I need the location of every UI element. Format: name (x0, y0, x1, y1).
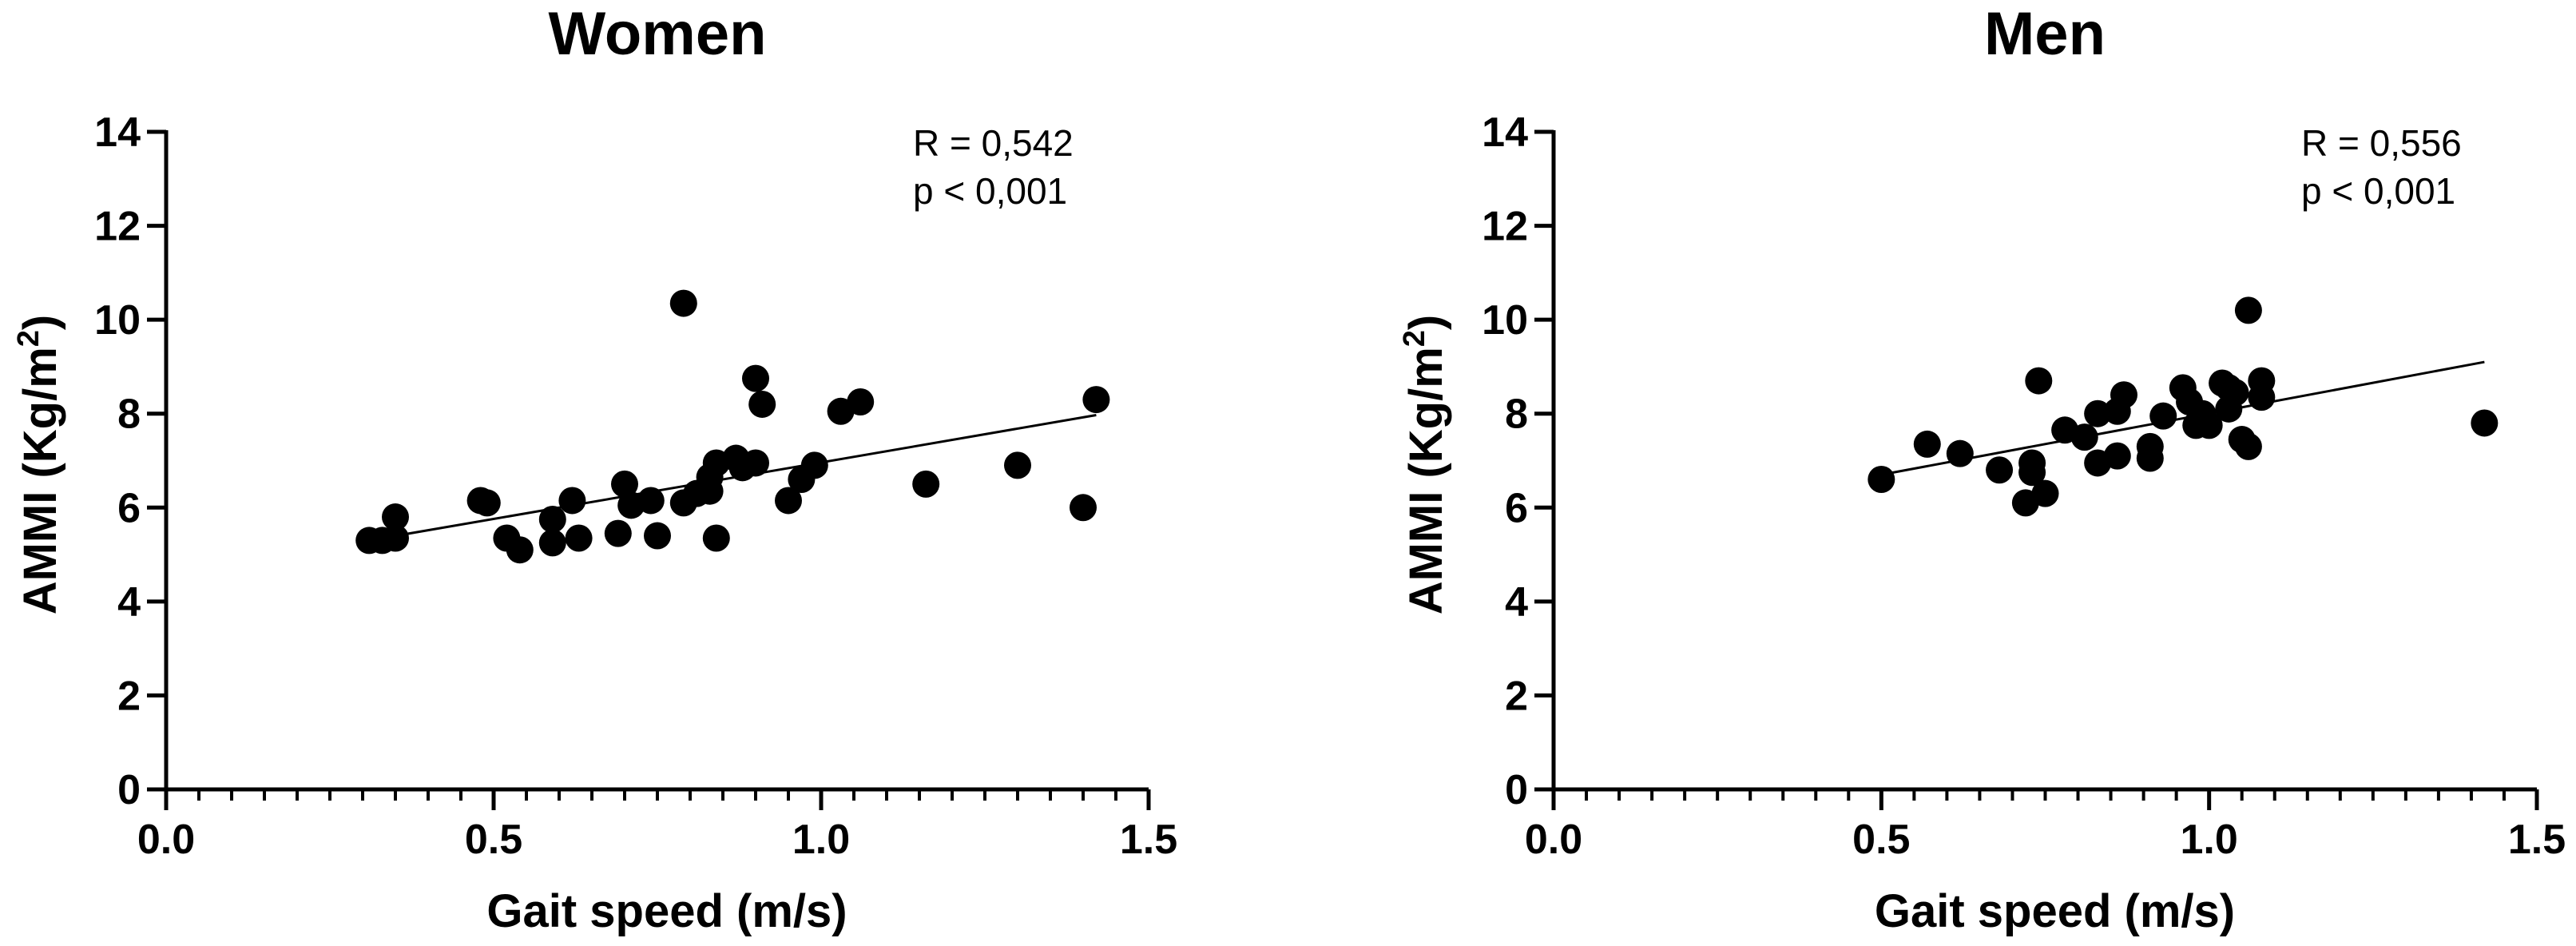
data-point (604, 519, 632, 547)
x-tick-label: 1.0 (2181, 817, 2238, 863)
y-axis-title-close: ) (1400, 315, 1452, 330)
data-point (473, 489, 501, 517)
data-point (644, 522, 671, 550)
y-tick-label: 4 (1505, 579, 1528, 626)
data-point (611, 470, 638, 498)
y-axis-title-close: ) (14, 315, 66, 330)
data-point (538, 505, 566, 533)
data-point (1913, 430, 1941, 458)
y-axis-title-main: AMMI (Kg/m (1400, 347, 1452, 614)
x-tick-label: 0.0 (137, 817, 195, 863)
y-axis-title-main: AMMI (Kg/m (14, 347, 66, 614)
data-point (1082, 386, 1110, 414)
x-tick-label: 1.5 (2508, 817, 2566, 863)
x-axis-title: Gait speed (m/s) (1875, 885, 2235, 937)
y-axis-title: AMMI (Kg/m2) (12, 315, 66, 615)
data-point (742, 364, 769, 392)
data-point (558, 487, 586, 515)
y-tick-label: 8 (1505, 392, 1528, 438)
annotation-p-value: p < 0,001 (913, 170, 1067, 212)
x-tick-label: 1.0 (792, 817, 850, 863)
data-point (2025, 367, 2053, 395)
data-point (1004, 451, 1031, 479)
y-tick-label: 10 (1482, 297, 1528, 344)
annotation-r-value: R = 0,556 (2301, 122, 2462, 164)
y-tick-label: 10 (94, 297, 141, 344)
y-tick-label: 0 (117, 767, 141, 813)
y-tick-label: 2 (1505, 673, 1528, 719)
data-point (1070, 494, 1097, 522)
data-point (702, 524, 730, 552)
y-tick-label: 2 (117, 673, 141, 719)
x-tick-label: 0.5 (465, 817, 522, 863)
data-point (748, 390, 776, 418)
data-point (2248, 384, 2276, 411)
data-point (382, 503, 409, 531)
data-point (2084, 399, 2112, 427)
data-point (2070, 423, 2098, 451)
y-tick-label: 4 (117, 579, 141, 626)
data-point (847, 388, 875, 416)
x-axis-title: Gait speed (m/s) (486, 885, 847, 937)
data-point (669, 289, 697, 317)
data-point (506, 536, 534, 564)
data-point (742, 449, 769, 477)
data-point (2103, 442, 2131, 470)
data-point (538, 529, 566, 557)
data-point (2149, 402, 2177, 430)
data-point (912, 470, 940, 498)
data-point (1986, 456, 2014, 484)
y-tick-label: 14 (94, 109, 141, 156)
data-point (382, 524, 409, 552)
y-tick-label: 12 (1482, 204, 1528, 250)
y-tick-label: 6 (1505, 485, 1528, 531)
data-point (775, 487, 802, 515)
data-point (2195, 411, 2223, 439)
y-axis-title-superscript: 2 (12, 330, 46, 347)
data-point (2471, 409, 2499, 437)
data-point (1868, 466, 1895, 494)
y-axis-title: AMMI (Kg/m2) (1398, 315, 1452, 615)
data-point (2234, 296, 2262, 324)
data-point (2110, 381, 2137, 409)
panel-title: Women (548, 0, 766, 68)
annotation-r-value: R = 0,542 (913, 122, 1074, 164)
x-tick-label: 0.0 (1525, 817, 1582, 863)
annotation-p-value: p < 0,001 (2301, 170, 2455, 212)
data-point (2031, 479, 2059, 507)
panel-women: Women 0 2 4 6 8 10 12 14 0.0 0.5 1.0 1.5 Gait speed (… (12, 0, 1177, 937)
data-point (2018, 459, 2046, 487)
data-point (2234, 432, 2262, 460)
panel-men: Men 0 2 4 6 8 10 12 14 0.0 0.5 1.0 1.5 Gait speed (m/… (1398, 0, 2566, 937)
data-point (696, 477, 724, 505)
data-point (637, 487, 665, 515)
data-point (565, 524, 593, 552)
y-tick-label: 14 (1482, 109, 1528, 156)
data-point (1946, 439, 1974, 467)
y-tick-label: 12 (94, 204, 141, 250)
data-point (800, 451, 828, 479)
y-tick-label: 8 (117, 392, 141, 438)
panel-title: Men (1984, 0, 2106, 68)
y-axis-title-superscript: 2 (1398, 330, 1431, 347)
data-point (2221, 379, 2249, 407)
x-tick-label: 0.5 (1852, 817, 1910, 863)
y-tick-label: 6 (117, 485, 141, 531)
x-tick-label: 1.5 (1120, 817, 1177, 863)
regression-line (1881, 360, 2485, 476)
y-tick-label: 0 (1505, 767, 1528, 813)
data-point (2136, 444, 2164, 472)
